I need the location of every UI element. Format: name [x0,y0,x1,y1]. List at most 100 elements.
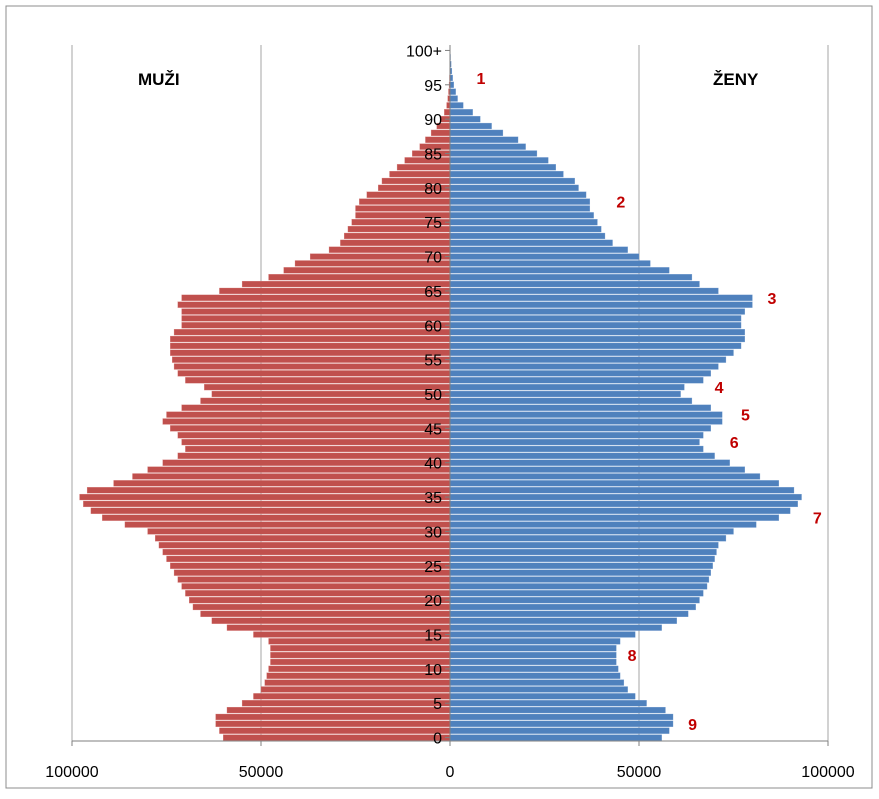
bar-male-age-5 [242,700,450,706]
bar-female-age-10 [450,666,618,672]
bar-male-age-15 [253,632,450,638]
bar-male-age-23 [178,577,450,583]
bar-female-age-58 [450,336,745,342]
bar-male-age-21 [185,590,450,596]
bar-female-age-22 [450,583,707,589]
bar-female-age-37 [450,480,779,486]
bar-female-age-13 [450,645,616,651]
bar-male-age-43 [182,439,450,445]
annotation-5: 5 [741,408,750,425]
age-tick-label-80: 80 [424,181,442,198]
bar-female-age-14 [450,638,620,644]
x-tick-label-4: 100000 [801,764,854,781]
bar-male-age-62 [182,309,450,315]
bar-female-age-47 [450,412,722,418]
bar-male-age-28 [159,542,450,548]
bar-male-age-10 [269,666,450,672]
bar-female-age-88 [450,130,503,136]
bar-female-age-42 [450,446,703,452]
bar-male-age-64 [182,295,450,301]
age-tick-label-0: 0 [433,731,442,748]
bar-female-age-21 [450,590,703,596]
bar-male-age-14 [269,638,450,644]
bar-female-age-76 [450,212,594,218]
bar-female-age-27 [450,549,716,555]
bar-female-age-50 [450,391,681,397]
bar-male-age-59 [174,329,450,335]
bar-male-age-25 [170,563,450,569]
bar-male-age-41 [178,453,450,459]
bar-female-age-4 [450,707,665,713]
bar-male-age-91 [444,109,450,115]
bar-male-age-66 [242,281,450,287]
bar-male-age-88 [431,130,450,136]
bar-male-age-53 [178,370,450,376]
bar-male-age-32 [102,515,450,521]
bar-female-age-53 [450,370,711,376]
bar-female-age-64 [450,295,752,301]
bar-male-age-36 [87,487,450,493]
bar-female-age-57 [450,343,741,349]
age-tick-label-55: 55 [424,353,442,370]
bar-male-age-58 [170,336,450,342]
bar-male-age-33 [91,508,450,514]
bar-female-age-62 [450,309,745,315]
bar-male-age-4 [227,707,450,713]
bar-female-age-51 [450,384,684,390]
bar-female-age-48 [450,405,711,411]
bar-female-age-20 [450,597,699,603]
bar-male-age-42 [185,446,450,452]
bar-male-age-18 [201,611,450,617]
bar-female-age-52 [450,377,703,383]
bar-male-age-3 [216,714,450,720]
bar-male-age-92 [447,102,450,108]
age-tick-label-10: 10 [424,662,442,679]
bar-male-age-26 [167,556,451,562]
bar-male-age-44 [178,432,450,438]
bar-female-age-26 [450,556,715,562]
bar-male-age-2 [216,721,450,727]
bar-male-age-52 [185,377,450,383]
bar-female-age-86 [450,144,526,150]
bar-female-age-25 [450,563,713,569]
bar-male-age-40 [163,460,450,466]
age-tick-label-45: 45 [424,421,442,438]
bar-female-age-83 [450,164,556,170]
bar-male-age-38 [132,474,450,480]
bar-male-age-54 [174,364,450,370]
bar-female-age-31 [450,522,756,528]
bar-female-age-95 [450,82,454,88]
bar-female-age-56 [450,350,734,356]
age-tick-label-85: 85 [424,147,442,164]
bar-male-age-35 [80,494,450,500]
bar-female-age-78 [450,199,590,205]
age-tick-label-50: 50 [424,387,442,404]
bar-female-age-74 [450,226,601,232]
bar-male-age-31 [125,522,450,528]
bar-female-age-40 [450,460,730,466]
bar-male-age-61 [182,315,450,321]
bar-female-age-38 [450,474,760,480]
bar-female-age-63 [450,302,752,308]
bar-female-age-29 [450,535,726,541]
annotation-8: 8 [628,648,637,665]
bar-female-age-24 [450,570,711,576]
bar-male-age-46 [163,419,450,425]
age-tick-label-35: 35 [424,490,442,507]
bar-male-age-55 [172,357,450,363]
bar-female-age-17 [450,618,677,624]
bar-male-age-6 [253,693,450,699]
bar-male-age-45 [170,425,450,431]
bar-female-age-41 [450,453,715,459]
bar-female-age-18 [450,611,688,617]
left-title: MUŽI [138,70,180,89]
x-tick-label-0: 100000 [45,764,98,781]
annotation-7: 7 [813,511,822,528]
bar-female-age-1 [450,728,669,734]
annotation-2: 2 [616,195,625,212]
bar-male-age-77 [356,206,451,212]
bar-male-age-22 [182,583,450,589]
bar-female-age-5 [450,700,647,706]
bar-female-age-89 [450,123,492,129]
